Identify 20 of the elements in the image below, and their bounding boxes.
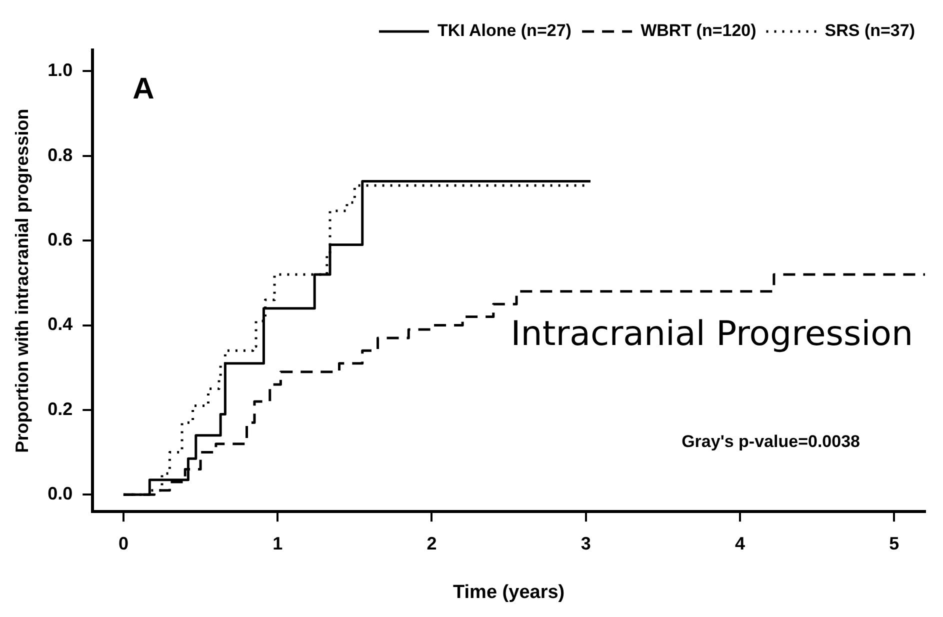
y-tick-label: 1.0 (48, 60, 73, 80)
x-axis-title: Time (years) (453, 582, 565, 603)
legend-label: TKI Alone (n=27) (437, 21, 572, 40)
annotation: Gray's p-value=0.0038 (682, 432, 860, 452)
y-tick-label: 0.8 (48, 144, 73, 165)
x-tick-label: 3 (580, 533, 591, 554)
y-tick-label: 0.2 (48, 398, 73, 419)
x-tick-label: 1 (272, 533, 283, 554)
x-tick-label: 0 (118, 533, 128, 554)
x-tick-label: 4 (735, 533, 746, 554)
annotation: A (132, 72, 154, 106)
annotation: Intracranial Progression (510, 314, 913, 354)
y-axis-title: Proportion with intracranial progression (12, 108, 32, 453)
y-tick-label: 0.4 (48, 314, 73, 334)
x-tick-label: 2 (426, 533, 437, 554)
y-tick-label: 0.6 (48, 230, 73, 250)
legend-label: WBRT (n=120) (640, 21, 756, 40)
x-tick-label: 5 (889, 533, 900, 554)
y-tick-label: 0.0 (48, 484, 73, 504)
legend-label: SRS (n=37) (824, 21, 916, 40)
